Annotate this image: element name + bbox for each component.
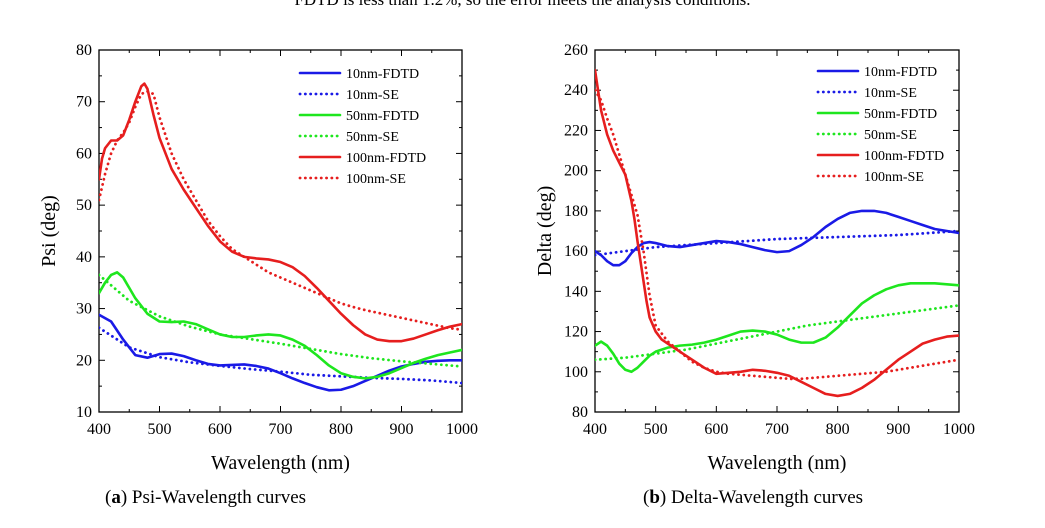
x-tick-label: 800	[329, 421, 353, 438]
x-tick-label: 900	[886, 421, 910, 438]
series-line-100nm-FDTD	[595, 68, 959, 398]
y-tick-label: 10	[76, 404, 92, 421]
y-tick-label: 20	[76, 352, 92, 369]
series-line-50nm-SE	[595, 304, 959, 362]
x-tick-label: 400	[583, 421, 607, 438]
y-tick-label: 220	[564, 122, 588, 139]
y-tick-label: 140	[564, 283, 588, 300]
x-tick-label: 500	[148, 421, 172, 438]
series-line-50nm-FDTD	[99, 271, 462, 380]
plot-frame	[594, 49, 960, 413]
truncated-body-text: FDTD is less than 1.2%, so the error mee…	[0, 0, 1045, 12]
x-axis-label: Wavelength (nm)	[211, 452, 350, 474]
legend-label: 10nm-FDTD	[346, 67, 419, 82]
x-tick-label: 700	[765, 421, 789, 438]
caption-a-open: (	[105, 487, 112, 508]
x-tick-label: 1000	[446, 421, 478, 438]
y-tick-label: 240	[564, 82, 588, 99]
y-tick-label: 50	[76, 197, 92, 214]
x-tick-label: 400	[87, 421, 111, 438]
legend-label: 10nm-FDTD	[864, 65, 937, 80]
series-line-100nm-SE	[99, 89, 462, 332]
x-tick-label: 1000	[943, 421, 975, 438]
y-axis-label: Delta (deg)	[534, 186, 556, 277]
legend-label: 10nm-SE	[864, 86, 917, 101]
caption-b-text: ) Delta-Wavelength curves	[659, 487, 864, 508]
x-tick-label: 800	[826, 421, 850, 438]
legend-label: 50nm-FDTD	[346, 109, 419, 124]
y-tick-label: 30	[76, 301, 92, 318]
y-tick-label: 120	[564, 324, 588, 341]
series-line-10nm-FDTD	[595, 209, 959, 267]
y-tick-label: 70	[76, 94, 92, 111]
legend-label: 50nm-SE	[864, 128, 917, 143]
legend-label: 10nm-SE	[346, 88, 399, 103]
legend-label: 100nm-FDTD	[346, 151, 426, 166]
x-tick-label: 900	[390, 421, 414, 438]
y-tick-label: 180	[564, 203, 588, 220]
y-tick-label: 80	[572, 404, 588, 421]
plot-frame	[98, 49, 463, 413]
caption-a-text: ) Psi-Wavelength curves	[120, 487, 307, 508]
legend-label: 100nm-SE	[864, 170, 924, 185]
caption-b-letter: b	[649, 487, 660, 508]
y-tick-label: 100	[564, 364, 588, 381]
y-tick-label: 40	[76, 249, 92, 266]
caption-a-letter: a	[111, 487, 121, 508]
legend-label: 100nm-SE	[346, 172, 406, 187]
y-tick-label: 260	[564, 42, 588, 59]
series-line-10nm-SE	[99, 326, 462, 385]
y-tick-label: 160	[564, 243, 588, 260]
y-tick-label: 200	[564, 163, 588, 180]
psi-wavelength-chart: 400 500 600 700 800 900 1000 10 20 30 40 50 60 70 80 Wa…	[38, 42, 478, 474]
x-tick-label: 600	[704, 421, 728, 438]
series-line-50nm-FDTD	[595, 281, 959, 374]
caption-a: (a) Psi-Wavelength curves	[105, 487, 306, 509]
series-line-10nm-FDTD	[99, 313, 462, 392]
y-tick-label: 80	[76, 42, 92, 59]
x-tick-label: 700	[269, 421, 293, 438]
x-tick-label: 500	[644, 421, 668, 438]
legend-label: 50nm-SE	[346, 130, 399, 145]
y-tick-label: 60	[76, 145, 92, 162]
caption-b: (b) Delta-Wavelength curves	[643, 487, 863, 509]
legend-label: 100nm-FDTD	[864, 149, 944, 164]
y-axis-label: Psi (deg)	[38, 195, 60, 267]
x-tick-label: 600	[208, 421, 232, 438]
legend-label: 50nm-FDTD	[864, 107, 937, 122]
caption-b-open: (	[643, 487, 650, 508]
delta-wavelength-chart: 400 500 600 700 800 900 1000 80 100 120 140 160 180 2…	[534, 42, 975, 474]
series-line-50nm-SE	[99, 273, 462, 368]
x-axis-label: Wavelength (nm)	[708, 452, 847, 474]
